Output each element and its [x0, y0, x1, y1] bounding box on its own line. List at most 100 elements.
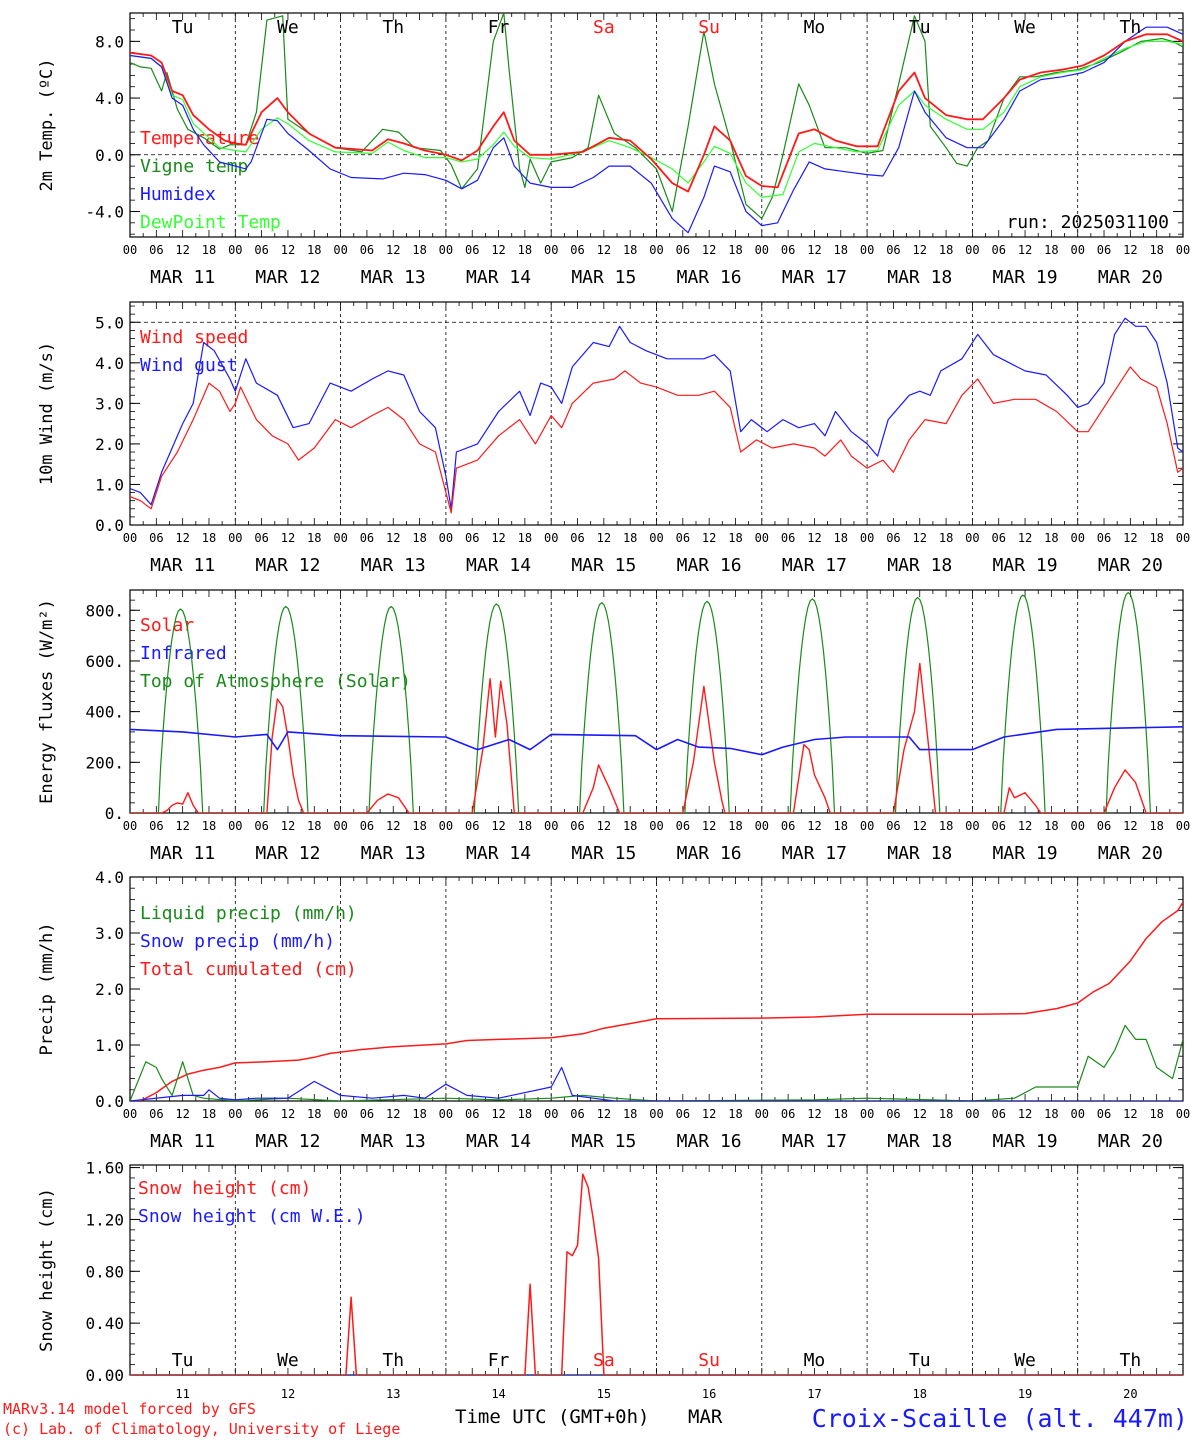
credit-lab: (c) Lab. of Climatology, University of L… — [3, 1420, 400, 1438]
hour-label: 12 — [386, 1107, 400, 1121]
hour-label: 12 — [491, 531, 505, 545]
date-label: MAR 17 — [782, 267, 847, 288]
hour-label: 06 — [570, 819, 584, 833]
day-label: Mo — [804, 17, 826, 38]
series-dewpoint-temp — [130, 40, 1183, 198]
legend-entry: Snow height (cm W.E.) — [138, 1206, 366, 1227]
hour-label: 00 — [1176, 1107, 1190, 1121]
hour-label: 12 — [807, 531, 821, 545]
hour-label: 18 — [1044, 1107, 1058, 1121]
hour-label: 06 — [149, 243, 163, 257]
station-name: Croix-Scaille (alt. 447m) — [812, 1404, 1188, 1433]
series-liquid-precip-mm-h- — [130, 1024, 1183, 1101]
day-label: Th — [1120, 1350, 1142, 1371]
hour-label: 12 — [702, 819, 716, 833]
y-tick-label: 1.60 — [85, 1159, 124, 1178]
date-label: MAR 12 — [255, 1131, 320, 1152]
hour-label: 18 — [412, 819, 426, 833]
legend-entry: Wind speed — [140, 327, 248, 348]
hour-label: 18 — [202, 243, 216, 257]
date-label: MAR 15 — [571, 1131, 636, 1152]
hour-label: 18 — [728, 531, 742, 545]
day-label: We — [277, 17, 299, 38]
panel-frame — [129, 301, 1184, 526]
day-label: We — [1014, 1350, 1036, 1371]
y-tick-label: 0.00 — [85, 1366, 124, 1385]
hour-label: 06 — [1097, 243, 1111, 257]
panel-3: 0. 200. 400. 600. 800. Energy fluxes (W/m²) 00… — [37, 589, 1190, 864]
panel-frame — [129, 589, 1184, 814]
hour-label: 00 — [965, 1107, 979, 1121]
date-label: MAR 16 — [677, 267, 742, 288]
panel-frame — [129, 12, 1184, 238]
date-label: MAR 12 — [255, 843, 320, 864]
date-label: MAR 17 — [782, 1131, 847, 1152]
day-label: Su — [698, 1350, 720, 1371]
y-tick-label: 0. — [105, 804, 124, 823]
hour-label: 18 — [1044, 243, 1058, 257]
legend-entry: Top of Atmosphere (Solar) — [140, 671, 411, 692]
hour-label: 06 — [781, 243, 795, 257]
date-label: MAR 20 — [1098, 1131, 1163, 1152]
day-number: 18 — [913, 1387, 927, 1401]
day-number: 11 — [175, 1387, 189, 1401]
date-label: MAR 14 — [466, 843, 531, 864]
hour-label: 06 — [360, 819, 374, 833]
hour-label: 12 — [597, 531, 611, 545]
hour-label: 00 — [228, 531, 242, 545]
y-axis-label: Snow height (cm) — [37, 1188, 57, 1352]
hour-label: 18 — [518, 1107, 532, 1121]
hour-label: 18 — [202, 531, 216, 545]
date-label: MAR 19 — [993, 843, 1058, 864]
series-toa-solar — [130, 591, 1183, 813]
hour-label: 18 — [1149, 243, 1163, 257]
legend-entry: DewPoint Temp — [140, 212, 281, 233]
y-tick-label: 0.40 — [85, 1314, 124, 1333]
hour-label: 18 — [834, 531, 848, 545]
hour-label: 00 — [123, 531, 137, 545]
day-label: Th — [1120, 17, 1142, 38]
credit-model: MARv3.14 model forced by GFS — [3, 1400, 256, 1418]
legend-entry: Liquid precip (mm/h) — [140, 903, 357, 924]
date-label: MAR 18 — [887, 1131, 952, 1152]
hour-label: 00 — [228, 243, 242, 257]
day-label: Tu — [172, 17, 194, 38]
y-tick-label: 1.0 — [95, 1036, 124, 1055]
hour-label: 12 — [175, 1107, 189, 1121]
day-label: Sa — [593, 17, 615, 38]
legend-entry: Snow precip (mm/h) — [140, 931, 335, 952]
date-label: MAR 16 — [677, 843, 742, 864]
hour-label: 00 — [860, 819, 874, 833]
hour-label: 06 — [254, 531, 268, 545]
hour-label: 00 — [123, 819, 137, 833]
hour-label: 18 — [1044, 531, 1058, 545]
hour-label: 12 — [807, 819, 821, 833]
hour-label: 00 — [1176, 531, 1190, 545]
hour-label: 12 — [807, 1107, 821, 1121]
hour-label: 18 — [412, 531, 426, 545]
hour-label: 18 — [518, 819, 532, 833]
date-label: MAR 14 — [466, 267, 531, 288]
hour-label: 00 — [860, 243, 874, 257]
day-number: 14 — [491, 1387, 505, 1401]
hour-label: 12 — [1018, 243, 1032, 257]
y-tick-label: 8.0 — [95, 32, 124, 51]
date-label: MAR 18 — [887, 843, 952, 864]
hour-label: 12 — [913, 531, 927, 545]
hour-label: 06 — [886, 819, 900, 833]
y-tick-label: 3.0 — [95, 924, 124, 943]
hour-label: 18 — [623, 1107, 637, 1121]
hour-label: 06 — [886, 531, 900, 545]
hour-label: 00 — [544, 243, 558, 257]
hour-label: 12 — [807, 243, 821, 257]
hour-label: 00 — [333, 1107, 347, 1121]
hour-label: 06 — [570, 243, 584, 257]
hour-label: 06 — [1097, 819, 1111, 833]
hour-label: 12 — [913, 243, 927, 257]
y-tick-label: 2.0 — [95, 435, 124, 454]
hour-label: 00 — [228, 819, 242, 833]
hour-label: 18 — [1149, 1107, 1163, 1121]
day-label: Fr — [488, 1350, 510, 1371]
panel-5: 0.00 0.40 0.80 1.20 1.60 Snow height (cm) Snow… — [37, 1159, 1184, 1385]
hour-label: 18 — [412, 1107, 426, 1121]
